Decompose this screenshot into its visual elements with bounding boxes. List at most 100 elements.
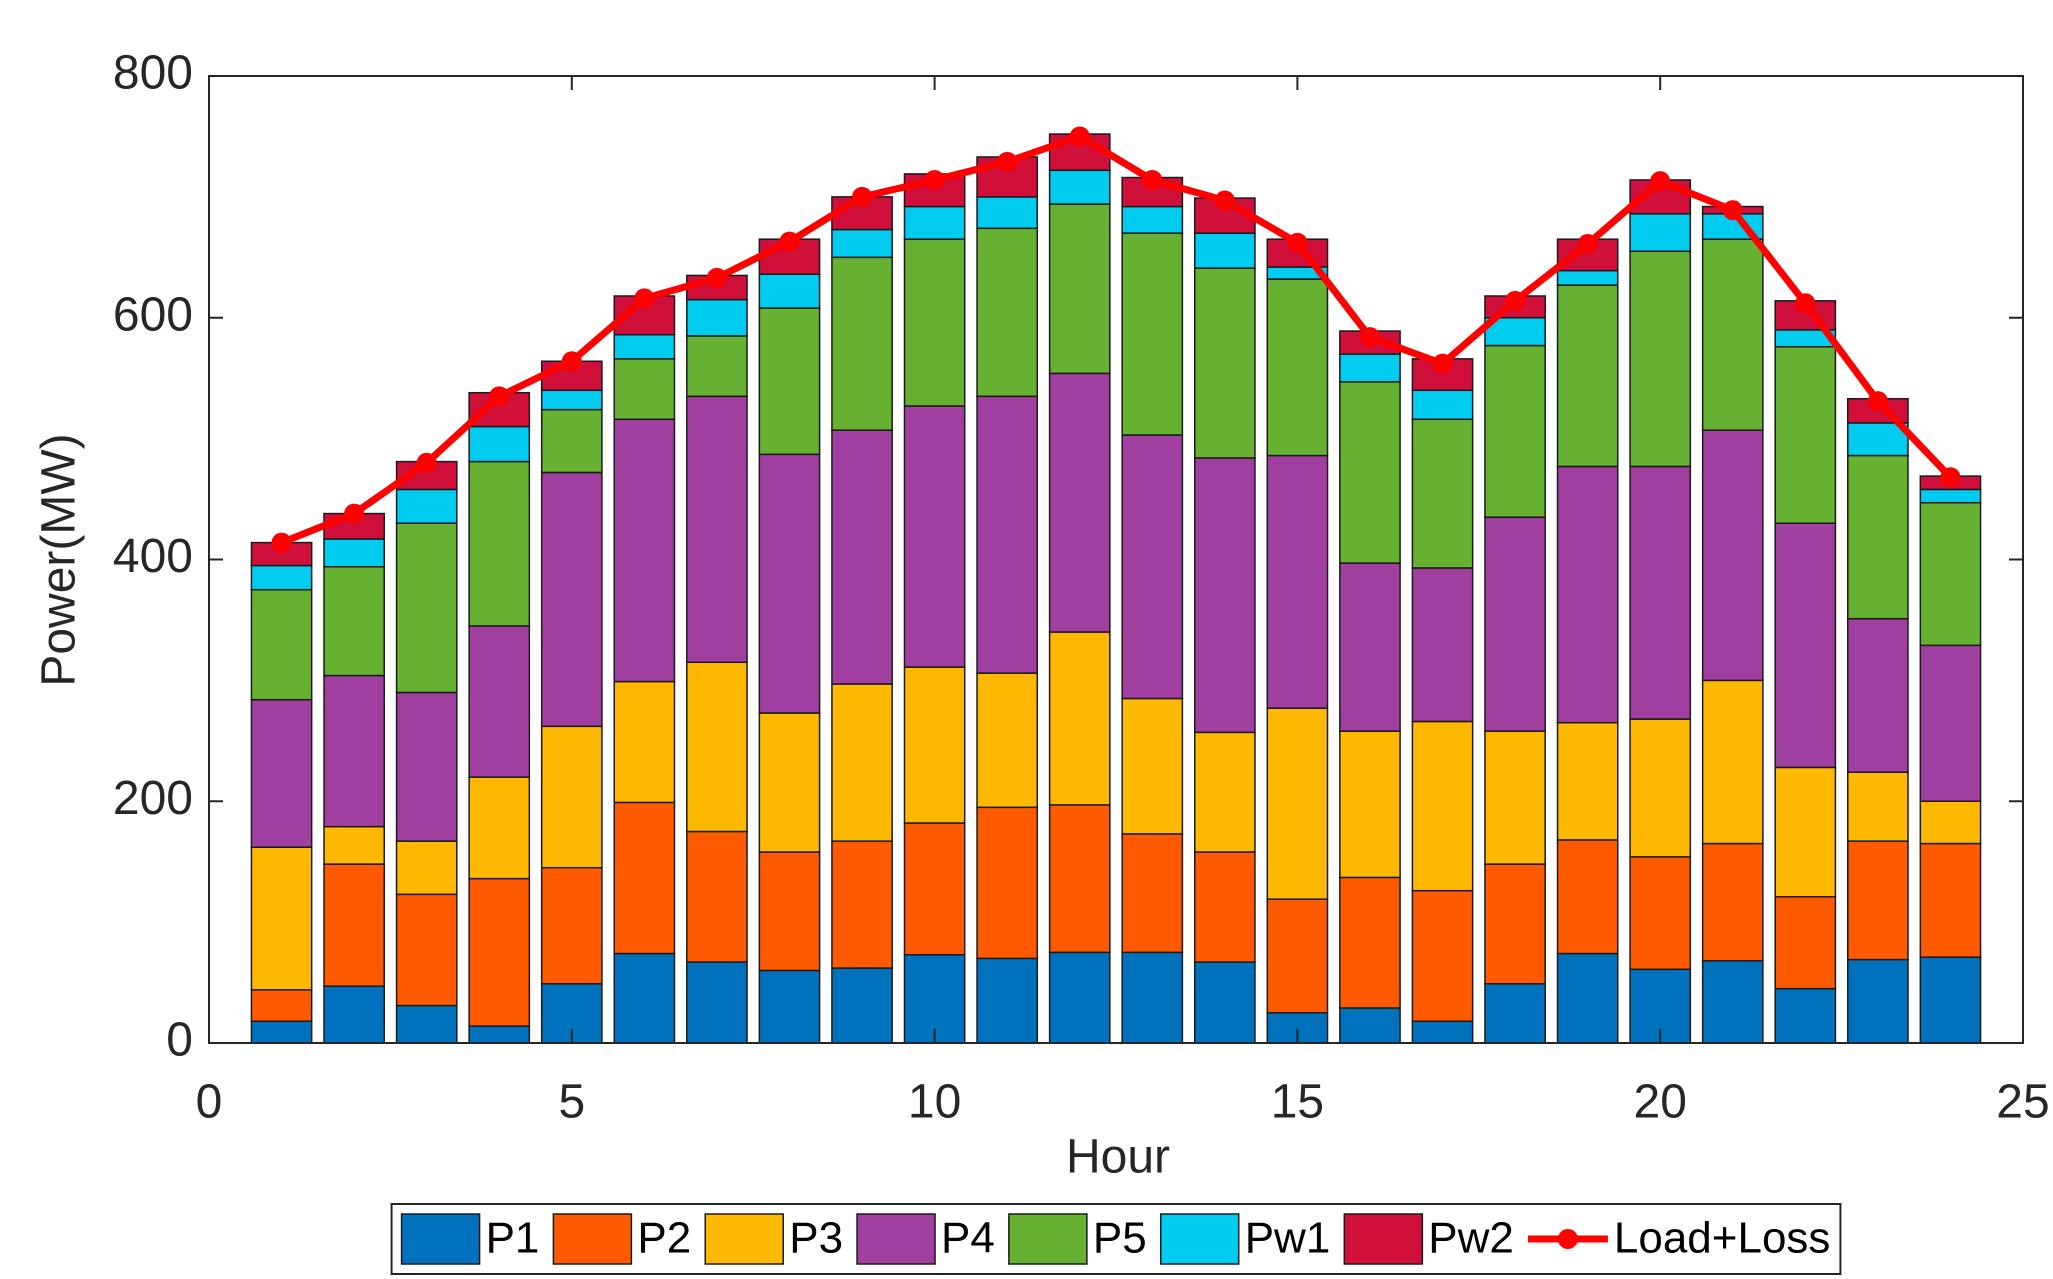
bar-segment <box>1266 898 1329 1014</box>
bar-segment <box>1556 952 1619 1044</box>
x-tick-label: 0 <box>196 1076 223 1129</box>
bar-segment <box>613 418 676 683</box>
bar-segment <box>758 453 821 714</box>
bar-segment <box>1847 422 1909 457</box>
bar-segment <box>1556 269 1619 286</box>
bar-segment <box>1339 876 1401 1009</box>
bar-segment <box>831 967 893 1044</box>
bar-segment <box>323 985 385 1044</box>
bar-segment <box>395 840 458 896</box>
bar-segment <box>831 429 893 685</box>
bar-segment <box>395 522 458 694</box>
bar-segment <box>1629 213 1692 253</box>
y-tick-label: 800 <box>113 47 193 100</box>
bar-segment <box>1193 232 1256 269</box>
bar-segment <box>468 776 531 880</box>
bar-segment <box>1484 983 1546 1044</box>
bar-segment <box>1339 381 1401 564</box>
load-marker <box>1795 293 1816 314</box>
legend-label: Pw1 <box>1245 1214 1331 1263</box>
bar-segment <box>1701 679 1764 845</box>
bar-segment <box>1847 958 1909 1044</box>
bar-segment <box>1193 961 1256 1044</box>
bar-segment <box>1339 730 1401 879</box>
legend-label: P5 <box>1093 1214 1147 1263</box>
y-axis-label: Power(MW) <box>33 433 86 686</box>
bar-segment <box>831 683 893 842</box>
bar-segment <box>1556 721 1619 841</box>
x-tick-label: 5 <box>558 1076 585 1129</box>
load-marker <box>1142 169 1163 190</box>
bar-segment <box>903 405 966 668</box>
legend-label: Load+Loss <box>1614 1214 1831 1263</box>
bar-segment <box>976 196 1039 230</box>
bar-segment <box>758 969 821 1044</box>
bar-segment <box>1048 631 1111 806</box>
bar-segment <box>468 625 531 778</box>
bar-segment <box>831 256 893 431</box>
bar-segment <box>1919 956 1982 1044</box>
bar-segment <box>1048 169 1111 205</box>
bar-segment <box>1701 429 1764 682</box>
bar-segment <box>613 680 676 804</box>
load-marker <box>1287 232 1308 253</box>
bar-segment <box>323 825 385 865</box>
load-marker <box>489 386 510 407</box>
load-marker <box>1214 190 1235 211</box>
legend-label: P3 <box>789 1214 843 1263</box>
legend-label: P4 <box>941 1214 995 1263</box>
load-marker <box>271 532 292 553</box>
bar-segment <box>540 725 603 869</box>
y-tick-label: 0 <box>166 1014 193 1067</box>
bar-segment <box>903 666 966 824</box>
bar-segment <box>1411 567 1474 723</box>
load-marker <box>344 503 365 524</box>
bar-segment <box>686 830 748 963</box>
bar-segment <box>1774 346 1837 524</box>
x-tick-label: 25 <box>1996 1076 2049 1129</box>
bar-segment <box>1774 987 1837 1044</box>
load-marker <box>634 288 655 309</box>
bar-segment <box>540 471 603 728</box>
legend-swatch <box>704 1213 784 1265</box>
load-marker <box>1359 327 1380 348</box>
bar-segment <box>1121 205 1184 234</box>
y-tick-label: 400 <box>113 530 193 583</box>
legend-marker <box>1557 1229 1578 1249</box>
legend-label: P1 <box>486 1214 540 1263</box>
bar-segment <box>976 227 1039 398</box>
bar-segment <box>468 460 531 627</box>
bar-segment <box>395 488 458 524</box>
bar-segment <box>903 238 966 407</box>
x-tick-label: 15 <box>1271 1076 1324 1129</box>
bar-segment <box>613 952 676 1044</box>
bar-segment <box>1847 840 1909 961</box>
bar-segment <box>1847 771 1909 842</box>
bar-segment <box>1339 562 1401 732</box>
legend-swatch <box>1343 1213 1424 1265</box>
bar-segment <box>323 538 385 568</box>
bar-segment <box>250 989 313 1022</box>
legend-swatch <box>552 1213 633 1265</box>
bar-segment <box>1193 457 1256 734</box>
load-marker <box>924 169 945 190</box>
bar-segment <box>1193 851 1256 963</box>
bar-segment <box>1121 833 1184 954</box>
load-line <box>280 132 1953 546</box>
bar-segment <box>686 661 748 833</box>
bar-segment <box>831 840 893 969</box>
bar-segment <box>1629 856 1692 971</box>
bar-segment <box>395 691 458 842</box>
bar-segment <box>1847 617 1909 773</box>
legend-swatch <box>1159 1213 1240 1265</box>
bar-segment <box>1919 644 1982 802</box>
bar-segment <box>1919 488 1982 504</box>
load-marker <box>1940 467 1961 488</box>
bar-segment <box>1629 465 1692 720</box>
bar-segment <box>540 866 603 985</box>
bar-segment <box>976 806 1039 960</box>
bar-segment <box>1121 951 1184 1044</box>
bar-segment <box>1411 1020 1474 1044</box>
bar-segment <box>1701 960 1764 1044</box>
bar-segment <box>250 698 313 848</box>
